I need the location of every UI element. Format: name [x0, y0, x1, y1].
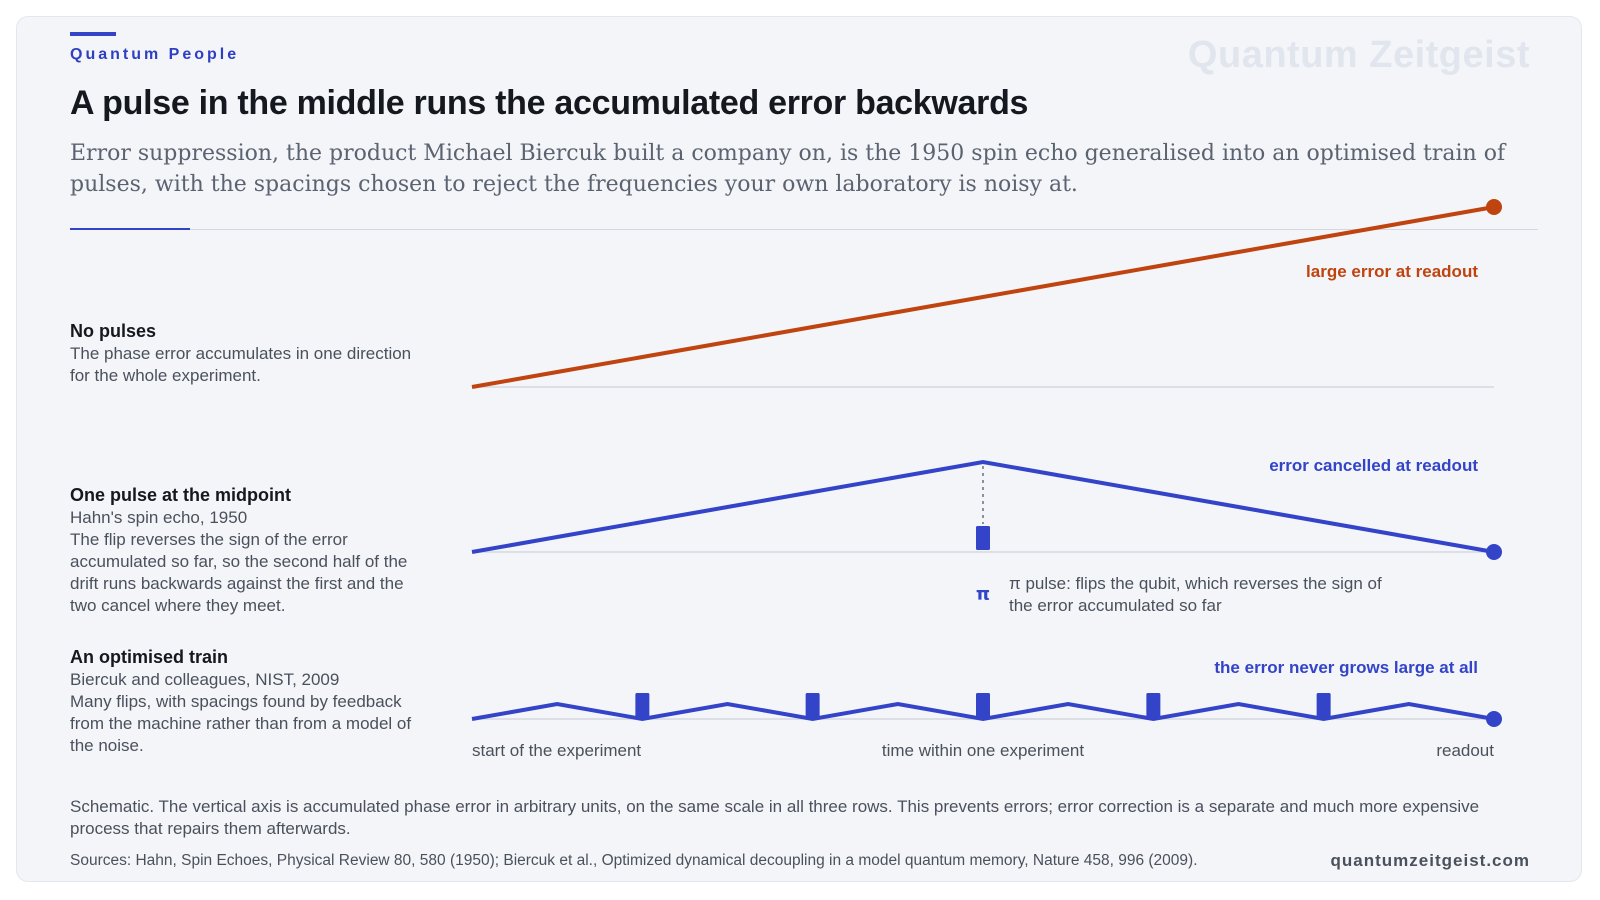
row-description: The phase error accumulates in one direc… [70, 344, 412, 385]
pulse-marker [805, 693, 820, 717]
readout-marker [1486, 199, 1502, 215]
sources: Sources: Hahn, Spin Echoes, Physical Rev… [70, 852, 1198, 869]
infographic-card [16, 16, 1582, 882]
row-attribution: Biercuk and colleagues, NIST, 2009 [70, 670, 340, 689]
row-description: Many flips, with spacings found by feedb… [70, 692, 412, 755]
readout-label: error cancelled at readout [1269, 456, 1478, 475]
pulse-marker [635, 693, 650, 717]
error-series-line [471, 459, 1495, 554]
site-url: quantumzeitgeist.com [1330, 851, 1530, 870]
pi-pulse-note-line: π pulse: flips the qubit, which reverses… [1009, 574, 1382, 593]
divider [70, 229, 1538, 230]
row-heading: No pulses [70, 321, 157, 341]
page-subtitle: Error suppression, the product Michael B… [70, 141, 1506, 197]
page-title: A pulse in the middle runs the accumulat… [70, 84, 1029, 122]
row-description: The flip reverses the sign of the error … [70, 530, 408, 615]
readout-marker [1486, 544, 1502, 560]
time-axis-label-start: start of the experiment [472, 741, 641, 760]
row-one-pulse-text: One pulse at the midpoint Hahn's spin ec… [70, 484, 420, 617]
pulse-marker [1316, 693, 1331, 717]
pulse-marker [1146, 693, 1161, 717]
divider-accent [70, 228, 190, 230]
kicker-accent-bar [70, 32, 116, 36]
brand-watermark: Quantum Zeitgeist [1187, 34, 1530, 76]
pi-pulse-note-line: the error accumulated so far [1009, 596, 1222, 615]
error-series-line [471, 701, 1495, 722]
pulse-marker [976, 693, 990, 717]
row-heading: One pulse at the midpoint [70, 485, 292, 505]
row-attribution: Hahn's spin echo, 1950 [70, 508, 248, 527]
error-series-line [471, 205, 1495, 389]
caption: Schematic. The vertical axis is accumula… [70, 797, 1480, 838]
pi-symbol: π [976, 584, 990, 605]
time-axis-label-end: readout [1436, 741, 1494, 760]
readout-label: large error at readout [1306, 262, 1478, 281]
pulse-marker [976, 526, 990, 550]
readout-marker [1486, 711, 1502, 727]
readout-label: the error never grows large at all [1214, 658, 1478, 677]
row-no-pulses-text: No pulses The phase error accumulates in… [70, 320, 420, 387]
kicker: Quantum People [70, 46, 240, 63]
row-heading: An optimised train [70, 647, 229, 667]
time-axis-label-middle: time within one experiment [882, 741, 1084, 760]
row-optimised-train-text: An optimised train Biercuk and colleague… [70, 646, 420, 757]
